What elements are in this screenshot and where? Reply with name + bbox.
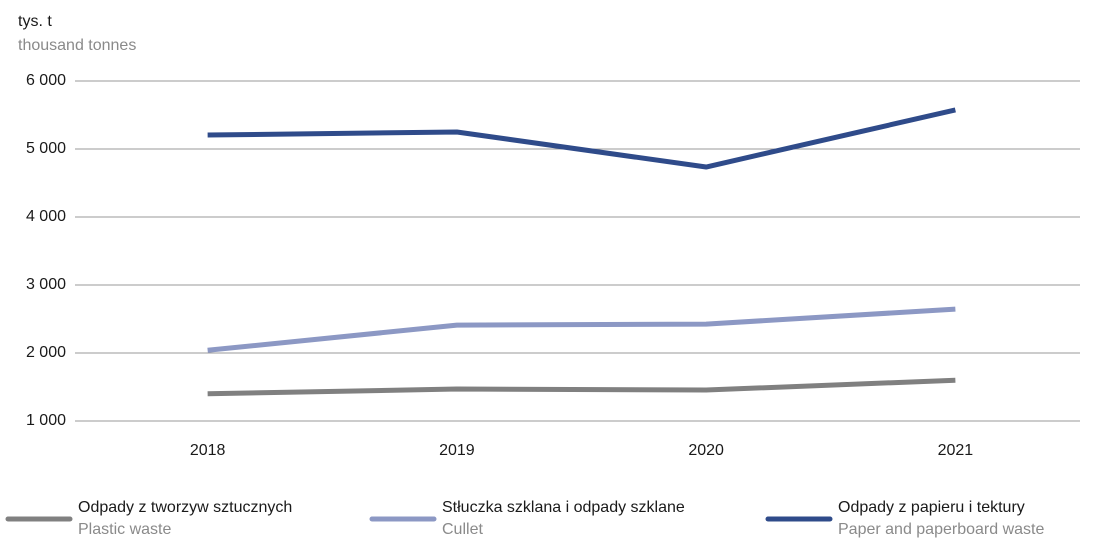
y-tick-label: 1 000 <box>26 412 66 429</box>
legend-label-en: Plastic waste <box>78 521 171 538</box>
x-tick-label: 2020 <box>688 442 724 459</box>
x-tick-label: 2019 <box>439 442 475 459</box>
x-tick-label: 2021 <box>938 442 974 459</box>
series-line <box>207 306 956 353</box>
y-tick-label: 4 000 <box>26 208 66 225</box>
y-axis-label-en: thousand tonnes <box>18 37 136 54</box>
y-tick-label: 2 000 <box>26 344 66 361</box>
legend-label: Stłuczka szklana i odpady szklane <box>442 499 685 516</box>
x-tick-label: 2018 <box>190 442 226 459</box>
legend-label-en: Paper and paperboard waste <box>838 521 1044 538</box>
y-tick-label: 3 000 <box>26 276 66 293</box>
legend-label-en: Cullet <box>442 521 483 538</box>
legend-label: Odpady z papieru i tektury <box>838 499 1025 516</box>
y-tick-label: 6 000 <box>26 72 66 89</box>
y-axis-label: tys. t <box>18 13 52 30</box>
series-line <box>207 377 956 397</box>
y-tick-label: 5 000 <box>26 140 66 157</box>
series-line <box>207 107 956 170</box>
legend-label: Odpady z tworzyw sztucznych <box>78 499 292 516</box>
